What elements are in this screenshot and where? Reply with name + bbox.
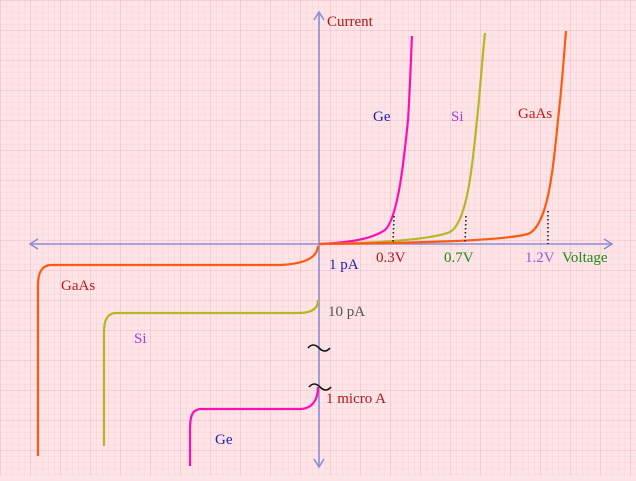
- threshold-label-03: 0.3V: [376, 250, 406, 266]
- voltage-axis-arrow-right: [603, 238, 614, 250]
- voltage-axis-label: Voltage: [562, 250, 608, 266]
- axis-break-mark: [308, 383, 332, 391]
- ge-forward-curve: [318, 35, 414, 246]
- current-axis-arrow-top: [313, 10, 325, 21]
- threshold-markers: [392, 211, 549, 245]
- si-forward-label: Si: [451, 109, 464, 125]
- threshold-label-12: 1.2V: [525, 250, 555, 266]
- reverse-current-1ua: 1 micro A: [326, 391, 386, 407]
- si-reverse-curve: [102, 299, 320, 446]
- reverse-current-1pa: 1 pA: [329, 257, 359, 273]
- current-axis-label: Current: [327, 14, 374, 30]
- gaas-forward-label: GaAs: [518, 106, 552, 122]
- reverse-current-10pa: 10 pA: [328, 304, 365, 320]
- threshold-label-07: 0.7V: [444, 250, 474, 266]
- si-forward-curve: [318, 32, 487, 246]
- ge-reverse-label: Ge: [215, 432, 233, 448]
- axis-break-mark: [307, 344, 331, 352]
- threshold-line-si: [464, 215, 467, 245]
- current-axis-arrow-bottom: [313, 458, 325, 469]
- reverse-curves: [36, 245, 320, 466]
- ge-forward-label: Ge: [373, 109, 391, 125]
- si-reverse-label: Si: [134, 331, 147, 347]
- ge-reverse-curve: [188, 386, 320, 466]
- threshold-line-ge: [392, 215, 395, 245]
- gaas-forward-curve: [318, 30, 568, 246]
- forward-curves: [318, 30, 568, 246]
- voltage-axis-arrow-left: [28, 238, 39, 250]
- gaas-reverse-curve: [36, 245, 320, 456]
- gaas-reverse-label: GaAs: [61, 278, 95, 294]
